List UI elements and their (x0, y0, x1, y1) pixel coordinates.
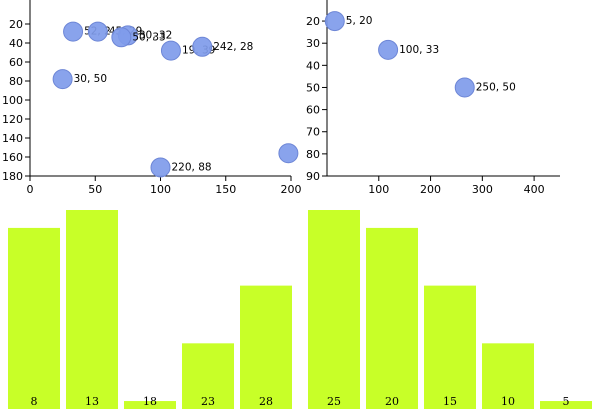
point-label: 50, 33 (132, 31, 165, 43)
x-tick-label: 100 (368, 183, 389, 196)
x-tick-label: 200 (281, 183, 302, 196)
point-label: 30, 50 (74, 73, 107, 85)
bar-label: 18 (143, 395, 157, 408)
bar-chart-right: 25 20 15 10 5 (308, 210, 592, 409)
x-tick-label: 300 (472, 183, 493, 196)
x-tick-label: 100 (150, 183, 171, 196)
y-tick-label: 60 (9, 56, 23, 69)
y-tick-label: 120 (2, 113, 23, 126)
bar-label: 23 (201, 395, 215, 408)
bar-label: 20 (385, 395, 399, 408)
y-tick-label: 80 (9, 75, 23, 88)
x-tick-label: 400 (524, 183, 545, 196)
y-tick-label: 160 (2, 151, 23, 164)
y-tick-label: 80 (306, 148, 320, 161)
x-tick-label: 50 (88, 183, 102, 196)
bar-label: 8 (31, 395, 38, 408)
y-tick-label: 70 (306, 126, 320, 139)
y-tick-label: 40 (306, 59, 320, 72)
y-tick-label: 100 (2, 94, 23, 107)
bar-label: 28 (259, 395, 273, 408)
bar-label: 5 (563, 395, 570, 408)
bar-chart-left: 8 13 18 23 28 (8, 210, 292, 409)
bar (124, 401, 176, 409)
scatter-point (192, 36, 213, 57)
point-label: 100, 33 (399, 44, 439, 56)
y-tick-label: 20 (306, 15, 320, 28)
scatter-point (63, 21, 84, 42)
y-tick-label: 140 (2, 132, 23, 145)
scatter-point (111, 27, 132, 48)
bar (482, 343, 534, 409)
point-label: 30, 32 (139, 29, 172, 41)
x-tick-label: 0 (27, 183, 34, 196)
scatter-point (278, 143, 299, 164)
y-tick-label: 30 (306, 37, 320, 50)
bar (424, 285, 476, 409)
y-tick-label: 50 (306, 81, 320, 94)
scatter-point (150, 157, 171, 178)
bar-label: 25 (327, 395, 341, 408)
scatter-chart-right: 20 30 40 50 60 70 80 90 100 200 300 400 5, 20 100, 33… (306, 0, 560, 196)
bar-label: 13 (85, 395, 99, 408)
point-label: 250, 50 (476, 81, 516, 93)
scatter-chart-left: 2040608010012014016018005010015020052, 2… (2, 0, 302, 196)
scatter-point (87, 21, 108, 42)
bar (308, 210, 360, 409)
y-tick-label: 40 (9, 37, 23, 50)
x-tick-label: 150 (215, 183, 236, 196)
bar (240, 285, 292, 409)
scatter-point (454, 77, 475, 98)
y-tick-label: 20 (9, 18, 23, 31)
y-tick-label: 90 (306, 170, 320, 183)
bar (366, 227, 418, 409)
bar-label: 15 (443, 395, 457, 408)
scatter-point (160, 40, 181, 61)
bar (8, 227, 60, 409)
point-label: 242, 28 (213, 41, 253, 53)
scatter-point (52, 69, 73, 90)
point-label: 5, 20 (346, 15, 373, 27)
bar (182, 343, 234, 409)
point-label: 220, 88 (172, 161, 212, 173)
x-tick-label: 200 (420, 183, 441, 196)
y-tick-label: 60 (306, 104, 320, 117)
scatter-point (378, 39, 399, 60)
bar (540, 401, 592, 409)
bar (66, 210, 118, 409)
scatter-point (324, 11, 345, 32)
bar-label: 10 (501, 395, 515, 408)
y-tick-label: 180 (2, 170, 23, 183)
